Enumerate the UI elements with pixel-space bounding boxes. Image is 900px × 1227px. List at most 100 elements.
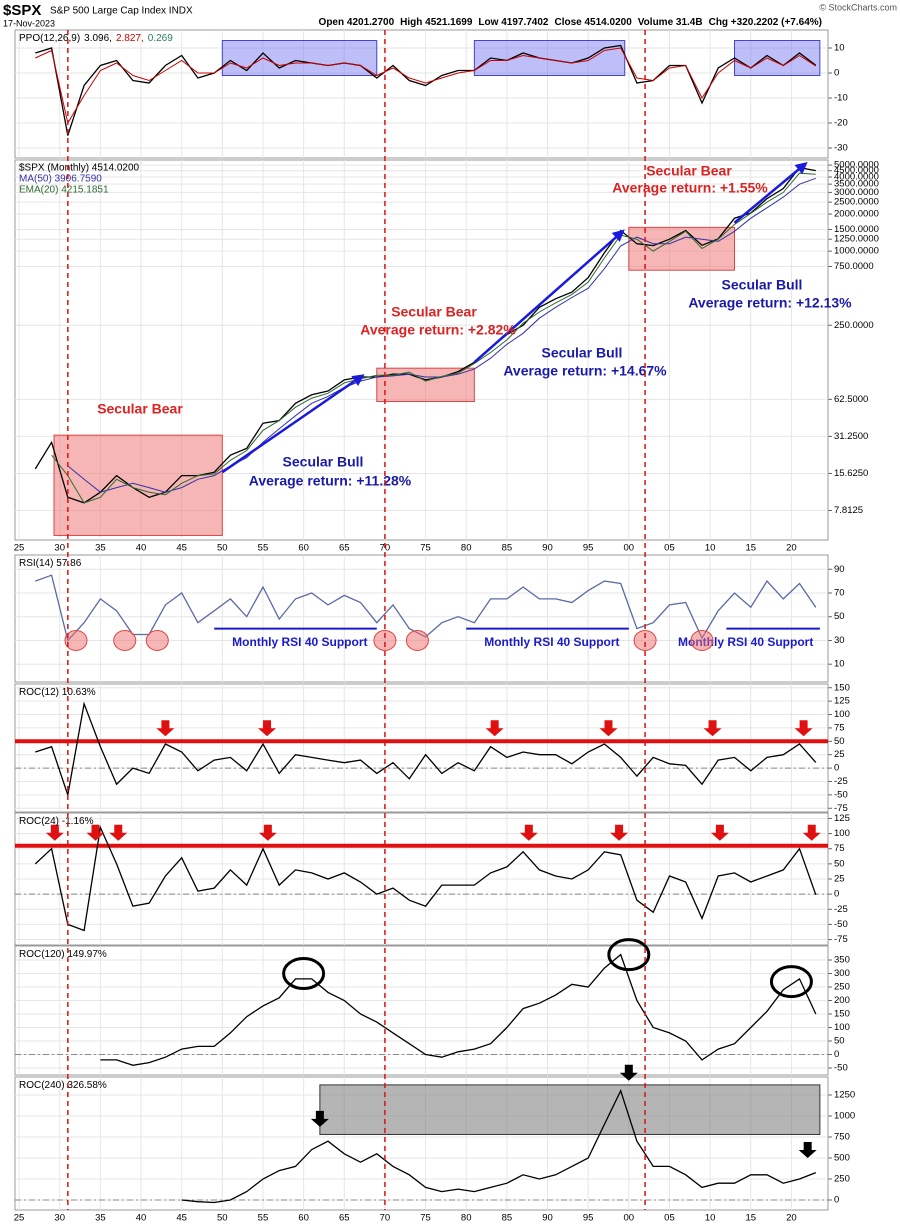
x-tick-label: 55 <box>258 1213 269 1224</box>
panel-legend: ROC(24) -1.16% <box>19 816 94 827</box>
x-tick-label: 65 <box>339 543 350 554</box>
series-line <box>51 172 816 504</box>
legend-title: ROC(240) 326.58% <box>19 1080 107 1091</box>
y-tick-label: 250 <box>834 982 850 993</box>
x-tick-label: 20 <box>786 543 797 554</box>
y-tick-label: 0 <box>834 763 839 774</box>
signal-arrow <box>798 1141 817 1158</box>
x-tick-label: 85 <box>502 1213 513 1224</box>
y-tick-label: 4500.0000 <box>834 165 879 176</box>
signal-arrow <box>519 824 538 841</box>
legend-title: PPO(12,26,9) <box>19 33 80 44</box>
y-tick-label: 50 <box>834 736 845 747</box>
signal-arrow <box>610 824 629 841</box>
series-line <box>35 701 817 796</box>
highlight-circle <box>113 629 137 651</box>
quote-item: Low 4197.7402 <box>478 17 548 28</box>
y-tick-label: 300 <box>834 968 850 979</box>
highlight-circle <box>373 629 397 651</box>
x-tick-label: 75 <box>420 1213 431 1224</box>
x-tick-label: 35 <box>95 1213 106 1224</box>
y-tick-label: 5000.0000 <box>834 160 879 171</box>
y-tick-label: -10 <box>834 93 848 104</box>
signal-arrow <box>258 824 277 841</box>
annotation: Secular Bear <box>391 304 477 320</box>
y-tick-label: 125 <box>834 696 850 707</box>
y-tick-label: 31.2500 <box>834 431 868 442</box>
support-label: Monthly RSI 40 Support <box>484 635 619 649</box>
legend-title: ROC(12) 10.63% <box>19 687 96 698</box>
y-tick-label: -75 <box>834 803 848 814</box>
signal-arrow <box>109 824 128 841</box>
y-tick-label: 750 <box>834 1132 850 1143</box>
y-tick-label: 2000.0000 <box>834 209 879 220</box>
y-tick-label: 50 <box>834 858 845 869</box>
trend-arrow <box>733 168 800 224</box>
panel-legend: RSI(14) 57.86 <box>19 558 82 569</box>
y-tick-label: 30 <box>834 635 845 646</box>
annotation: Average return: +12.13% <box>688 295 852 311</box>
x-tick-label: 70 <box>380 543 391 554</box>
trend-arrow <box>473 236 617 364</box>
y-tick-label: 75 <box>834 843 845 854</box>
y-tick-label: 0 <box>834 889 839 900</box>
legend-entry: $SPX (Monthly) 4514.0200 <box>19 163 140 174</box>
series-line <box>181 1089 817 1204</box>
legend-value: 3.096, <box>84 33 112 44</box>
x-tick-label: 50 <box>217 1213 228 1224</box>
highlight-circle <box>64 629 88 651</box>
signal-arrow <box>802 824 821 841</box>
y-tick-label: 62.5000 <box>834 394 868 405</box>
panel <box>14 29 829 159</box>
y-tick-label: 500 <box>834 1153 850 1164</box>
signal-arrow <box>258 720 277 737</box>
x-tick-label: 90 <box>542 1213 553 1224</box>
y-tick-label: -25 <box>834 904 848 915</box>
panel-legend: ROC(240) 326.58% <box>19 1080 107 1091</box>
x-tick-label: 80 <box>461 1213 472 1224</box>
series-line <box>34 825 817 932</box>
x-tick-label: 70 <box>380 1213 391 1224</box>
panel <box>14 554 829 683</box>
y-tick-label: 150 <box>834 682 850 693</box>
x-tick-label: 35 <box>95 543 106 554</box>
highlight-circle <box>145 629 169 651</box>
y-tick-label: -50 <box>834 789 848 800</box>
legend-value: 0.269 <box>148 33 173 44</box>
x-tick-label: 90 <box>542 543 553 554</box>
y-tick-label: 25 <box>834 749 845 760</box>
y-tick-label: 150 <box>834 1009 850 1020</box>
legend-title: RSI(14) 57.86 <box>19 558 82 569</box>
series-line <box>35 47 817 125</box>
signal-arrow <box>156 720 175 737</box>
signal-arrow <box>310 1110 329 1127</box>
x-tick-label: 60 <box>298 543 309 554</box>
x-tick-label: 95 <box>583 1213 594 1224</box>
y-tick-label: 0 <box>834 1049 839 1060</box>
highlight-circle <box>607 938 651 972</box>
y-tick-label: 1000 <box>834 1110 855 1121</box>
y-tick-label: -50 <box>834 919 848 930</box>
region <box>319 1084 821 1135</box>
panel-legend: ROC(120) 149.97% <box>19 949 107 960</box>
x-tick-label: 45 <box>176 1213 187 1224</box>
x-tick-label: 00 <box>624 543 635 554</box>
legend-entry: MA(50) 3906.7590 <box>19 174 102 185</box>
signal-arrow <box>599 720 618 737</box>
legend-entry: EMA(20) 4215.1851 <box>19 185 109 196</box>
annotation: Secular Bull <box>722 277 803 293</box>
x-tick-label: 10 <box>705 543 716 554</box>
y-tick-label: 0 <box>834 1195 839 1206</box>
y-tick-label: 50 <box>834 611 845 622</box>
arrow-head <box>611 229 625 242</box>
y-tick-label: -20 <box>834 118 848 129</box>
y-tick-label: -50 <box>834 1062 848 1073</box>
signal-arrow <box>86 824 105 841</box>
y-tick-label: 200 <box>834 995 850 1006</box>
symbol: $SPX <box>3 2 41 19</box>
y-tick-label: 3500.0000 <box>834 179 879 190</box>
y-tick-label: 100 <box>834 828 850 839</box>
series-line <box>67 177 816 493</box>
signal-arrow <box>619 1064 638 1081</box>
